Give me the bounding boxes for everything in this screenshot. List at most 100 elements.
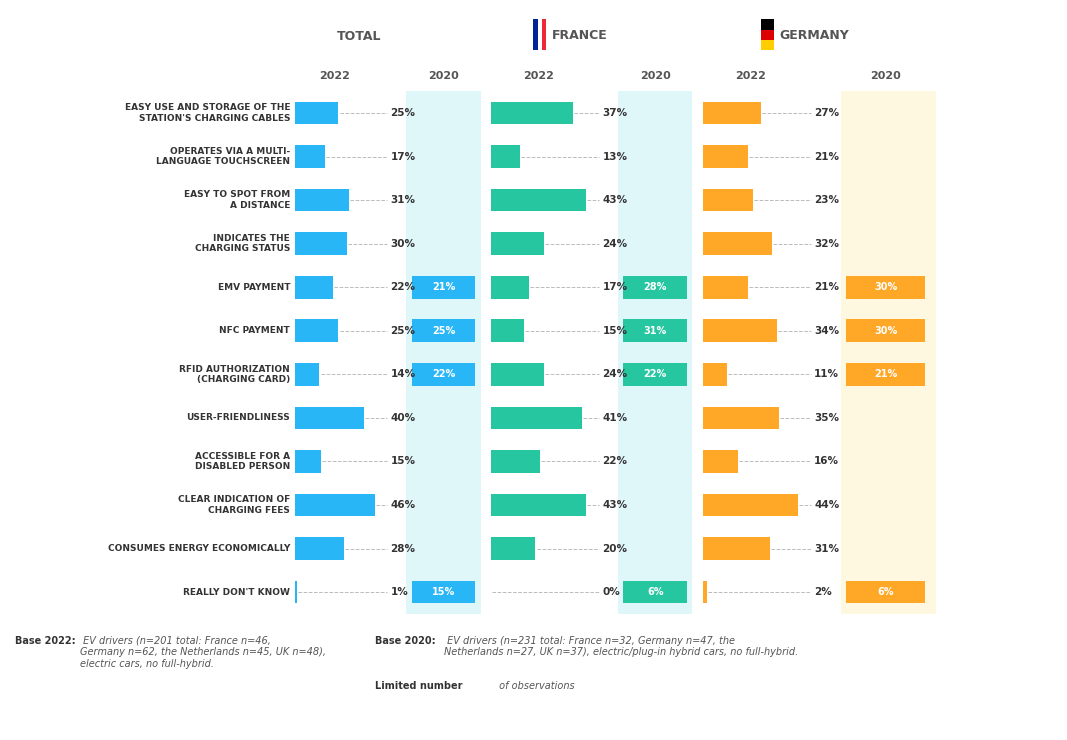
Bar xyxy=(491,537,536,560)
Text: 32%: 32% xyxy=(814,239,839,249)
Bar xyxy=(491,320,524,342)
Text: 17%: 17% xyxy=(602,282,627,292)
Bar xyxy=(412,581,475,603)
Bar xyxy=(491,450,540,473)
Text: 28%: 28% xyxy=(391,544,415,554)
Text: ACCESSIBLE FOR A
DISABLED PERSON: ACCESSIBLE FOR A DISABLED PERSON xyxy=(195,451,290,471)
Text: NFC PAYMENT: NFC PAYMENT xyxy=(219,326,290,335)
Text: INDICATES THE
CHARGING STATUS: INDICATES THE CHARGING STATUS xyxy=(194,234,290,253)
Text: 41%: 41% xyxy=(602,413,627,423)
Bar xyxy=(491,145,520,168)
Text: FRANCE: FRANCE xyxy=(552,29,607,42)
Text: 43%: 43% xyxy=(602,195,627,205)
Text: 0%: 0% xyxy=(602,587,620,597)
Text: 28%: 28% xyxy=(643,282,667,292)
Bar xyxy=(296,189,349,212)
Text: 13%: 13% xyxy=(602,152,627,161)
Text: 31%: 31% xyxy=(391,195,415,205)
Text: 46%: 46% xyxy=(391,500,416,510)
Bar xyxy=(846,320,925,342)
Text: Limited number: Limited number xyxy=(375,682,462,691)
Bar xyxy=(703,189,752,212)
Text: EASY USE AND STORAGE OF THE
STATION'S CHARGING CABLES: EASY USE AND STORAGE OF THE STATION'S CH… xyxy=(125,104,290,123)
Bar xyxy=(296,406,364,429)
Text: 24%: 24% xyxy=(602,239,627,249)
Text: 40%: 40% xyxy=(391,413,416,423)
Bar xyxy=(491,189,587,212)
Bar xyxy=(703,232,773,255)
Text: GERMANY: GERMANY xyxy=(779,29,849,42)
Bar xyxy=(846,581,925,603)
Text: 15%: 15% xyxy=(391,457,415,466)
Text: 15%: 15% xyxy=(432,587,456,597)
Bar xyxy=(296,581,297,603)
Text: 1%: 1% xyxy=(391,587,409,597)
Text: REALLY DON'T KNOW: REALLY DON'T KNOW xyxy=(184,588,290,596)
Bar xyxy=(703,101,762,124)
Bar xyxy=(761,40,774,50)
Bar xyxy=(296,450,321,473)
Bar xyxy=(491,494,587,517)
Text: CLEAR INDICATION OF
CHARGING FEES: CLEAR INDICATION OF CHARGING FEES xyxy=(178,495,290,515)
Bar xyxy=(761,19,774,30)
Bar xyxy=(841,91,936,614)
Text: Base 2022:: Base 2022: xyxy=(15,636,76,646)
Bar xyxy=(623,363,687,386)
Bar xyxy=(618,91,692,614)
Bar xyxy=(703,145,748,168)
Text: RFID AUTHORIZATION
(CHARGING CARD): RFID AUTHORIZATION (CHARGING CARD) xyxy=(179,365,290,384)
Bar xyxy=(491,232,544,255)
Text: 21%: 21% xyxy=(814,152,839,161)
Text: 25%: 25% xyxy=(391,108,415,118)
Text: 21%: 21% xyxy=(814,282,839,292)
Text: 17%: 17% xyxy=(391,152,416,161)
Text: 43%: 43% xyxy=(602,500,627,510)
Text: 11%: 11% xyxy=(814,369,839,380)
Text: 25%: 25% xyxy=(432,326,456,336)
Text: 6%: 6% xyxy=(647,587,664,597)
Bar xyxy=(296,494,375,517)
Text: OPERATES VIA A MULTI-
LANGUAGE TOUCHSCREEN: OPERATES VIA A MULTI- LANGUAGE TOUCHSCRE… xyxy=(156,147,290,166)
Bar xyxy=(703,363,727,386)
Text: 2020: 2020 xyxy=(640,71,671,81)
Text: 22%: 22% xyxy=(643,369,667,380)
Text: Base 2020:: Base 2020: xyxy=(375,636,435,646)
Bar xyxy=(703,320,777,342)
Bar xyxy=(703,494,798,517)
Text: 15%: 15% xyxy=(602,326,627,336)
Text: EASY TO SPOT FROM
A DISTANCE: EASY TO SPOT FROM A DISTANCE xyxy=(184,190,290,210)
Bar xyxy=(623,320,687,342)
Bar xyxy=(703,537,770,560)
Bar xyxy=(491,101,573,124)
Text: 31%: 31% xyxy=(814,544,839,554)
Bar xyxy=(412,363,475,386)
Bar xyxy=(703,581,707,603)
Bar xyxy=(761,30,774,40)
Bar xyxy=(296,101,338,124)
Text: 23%: 23% xyxy=(814,195,839,205)
Text: 30%: 30% xyxy=(874,326,897,336)
Bar xyxy=(846,363,925,386)
Bar xyxy=(296,320,338,342)
Text: 37%: 37% xyxy=(602,108,627,118)
Text: EMV PAYMENT: EMV PAYMENT xyxy=(218,283,290,292)
Text: 20%: 20% xyxy=(602,544,627,554)
Text: USER-FRIENDLINESS: USER-FRIENDLINESS xyxy=(187,414,290,423)
Bar xyxy=(534,19,538,50)
Bar xyxy=(846,276,925,298)
Bar xyxy=(491,406,582,429)
Text: 2020: 2020 xyxy=(428,71,459,81)
Text: 35%: 35% xyxy=(814,413,839,423)
Bar xyxy=(296,363,319,386)
Text: 22%: 22% xyxy=(432,369,456,380)
Bar xyxy=(407,91,480,614)
Bar xyxy=(703,450,737,473)
Text: 21%: 21% xyxy=(874,369,897,380)
Bar xyxy=(491,276,529,298)
Text: 16%: 16% xyxy=(814,457,839,466)
Text: 6%: 6% xyxy=(877,587,894,597)
Text: 14%: 14% xyxy=(391,369,416,380)
Text: 30%: 30% xyxy=(391,239,415,249)
Text: EV drivers (n=201 total: France n=46,
Germany n=62, the Netherlands n=45, UK n=4: EV drivers (n=201 total: France n=46, Ge… xyxy=(80,636,327,669)
Bar xyxy=(412,320,475,342)
